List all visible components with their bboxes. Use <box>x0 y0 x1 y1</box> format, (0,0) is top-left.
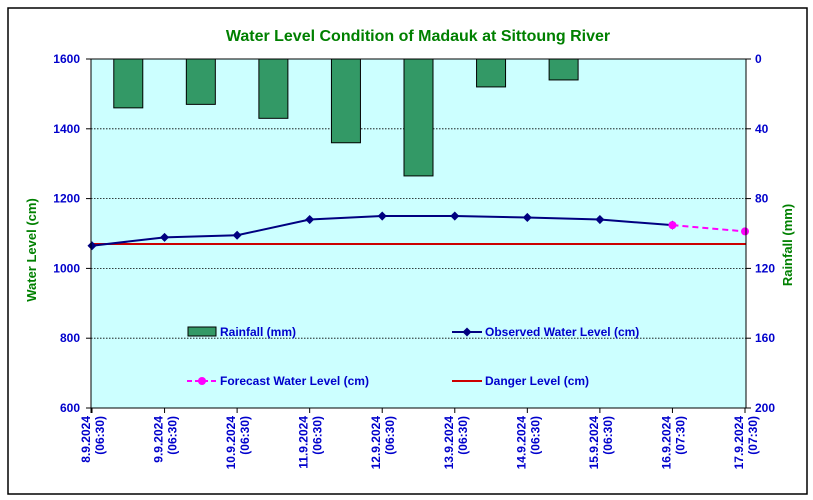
left-axis-title: Water Level (cm) <box>24 198 39 302</box>
left-tick-label: 1000 <box>53 261 80 275</box>
observed-point <box>305 215 315 225</box>
legend-rainfall-label: Rainfall (mm) <box>220 325 296 339</box>
x-tick-time: (06:30) <box>528 416 542 455</box>
right-tick-label: 40 <box>755 122 769 136</box>
x-tick-date: 12.9.2024 <box>369 416 383 470</box>
x-tick-time: (06:30) <box>383 416 397 455</box>
right-axis-title: Rainfall (mm) <box>780 204 795 286</box>
rainfall-bar <box>476 58 507 88</box>
rainfall-bar <box>330 58 361 144</box>
legend: Rainfall (mm) Observed Water Level (cm) Fo… <box>187 325 639 388</box>
rainfall-bar <box>548 58 579 81</box>
forecast-point <box>668 221 677 230</box>
rainfall-bar <box>185 58 216 105</box>
x-tick-label: 14.9.2024 (06:30) <box>514 416 542 470</box>
legend-forecast-label: Forecast Water Level (cm) <box>220 374 369 388</box>
x-tick-label: 12.9.2024 (06:30) <box>369 416 397 470</box>
right-tick-label: 80 <box>755 192 769 206</box>
x-tick-label: 11.9.2024 (06:30) <box>297 416 325 469</box>
x-tick-date: 16.9.2024 <box>659 416 673 470</box>
right-tick-label: 200 <box>755 401 775 415</box>
x-tick-label: 9.9.2024 (06:30) <box>152 416 180 463</box>
left-tick-label: 1400 <box>53 122 80 136</box>
legend-danger-label: Danger Level (cm) <box>485 374 589 388</box>
x-tick-date: 17.9.2024 <box>732 416 746 470</box>
x-tick-time: (06:30) <box>601 416 615 455</box>
x-tick-label: 15.9.2024 (06:30) <box>587 416 615 470</box>
right-tick-label: 120 <box>755 261 775 275</box>
x-tick-time: (06:30) <box>166 416 180 455</box>
rainfall-bar <box>258 58 289 119</box>
observed-point <box>232 230 242 240</box>
left-tick-label: 1600 <box>53 52 80 66</box>
x-tick-date: 15.9.2024 <box>587 416 601 470</box>
legend-rainfall-swatch <box>187 326 217 337</box>
left-tick-label: 1200 <box>53 192 80 206</box>
x-tick-date: 13.9.2024 <box>442 416 456 470</box>
x-tick-time: (06:30) <box>311 416 325 455</box>
axes: 1600 1400 1200 1000 800 600 0 40 80 120 160 200 8.9.… <box>53 52 775 469</box>
x-tick-time: (07:30) <box>746 416 760 455</box>
observed-point <box>450 211 460 221</box>
x-tick-time: (06:30) <box>93 416 107 455</box>
water-level-lines <box>87 211 749 251</box>
legend-forecast-marker <box>198 377 206 385</box>
x-tick-date: 8.9.2024 <box>79 416 93 463</box>
legend-observed-label: Observed Water Level (cm) <box>485 325 639 339</box>
observed-point <box>160 232 170 242</box>
x-tick-time: (06:30) <box>238 416 252 455</box>
left-tick-label: 800 <box>60 331 80 345</box>
x-tick-date: 10.9.2024 <box>224 416 238 470</box>
chart-title: Water Level Condition of Madauk at Sitto… <box>226 28 610 45</box>
right-tick-label: 160 <box>755 331 775 345</box>
x-tick-date: 11.9.2024 <box>297 416 311 469</box>
forecast-water-level-line <box>672 224 746 233</box>
x-tick-date: 9.9.2024 <box>152 416 166 463</box>
x-tick-label: 16.9.2024 (07:30) <box>659 416 687 470</box>
left-tick-label: 600 <box>60 401 80 415</box>
x-tick-date: 14.9.2024 <box>514 416 528 470</box>
x-tick-time: (07:30) <box>673 416 687 455</box>
x-tick-label: 17.9.2024 (07:30) <box>732 416 760 470</box>
observed-point <box>87 241 97 251</box>
right-tick-label: 0 <box>755 52 762 66</box>
forecast-point <box>741 227 749 236</box>
x-tick-label: 13.9.2024 (06:30) <box>442 416 470 470</box>
x-tick-time: (06:30) <box>456 416 470 455</box>
rainfall-bars <box>113 58 579 177</box>
x-tick-label: 8.9.2024 (06:30) <box>79 416 107 463</box>
x-tick-label: 10.9.2024 (06:30) <box>224 416 252 470</box>
observed-point <box>522 212 532 222</box>
rainfall-bar <box>403 58 434 177</box>
rainfall-bar <box>113 58 144 109</box>
